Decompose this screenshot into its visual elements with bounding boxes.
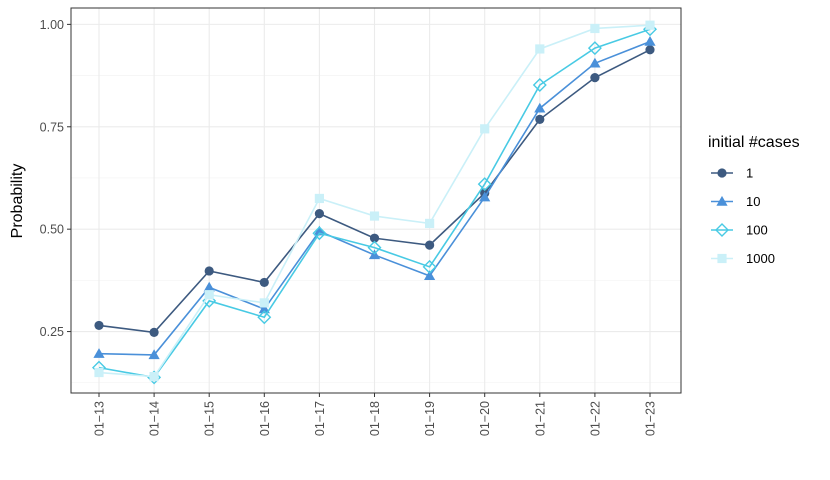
data-point-1 — [535, 114, 545, 125]
y-tick-label: 0.75 — [40, 120, 64, 134]
legend-item-10: 10 — [711, 194, 760, 209]
data-point-10 — [313, 225, 325, 236]
data-point-1000 — [204, 290, 214, 300]
data-point-1000 — [369, 211, 380, 221]
data-point-1 — [590, 73, 600, 83]
data-point-1000 — [535, 44, 545, 54]
data-point-1 — [425, 240, 435, 250]
data-point-10 — [534, 102, 546, 113]
series-layer — [92, 20, 657, 385]
data-point-100 — [477, 177, 492, 192]
data-point-10 — [424, 270, 436, 281]
x-tick-label: 01−20 — [478, 401, 492, 436]
legend-key-marker — [715, 223, 729, 237]
data-point-1000 — [314, 193, 324, 204]
data-point-10 — [644, 35, 656, 46]
series-100 — [92, 22, 657, 385]
data-point-10 — [479, 191, 491, 202]
data-point-10 — [93, 348, 105, 358]
data-point-100 — [532, 78, 547, 92]
legend-item-100: 100 — [711, 223, 768, 238]
series-1000 — [94, 20, 655, 382]
legend-label: 1000 — [746, 251, 775, 266]
plot-panel-border — [70, 7, 682, 394]
data-point-1 — [369, 233, 380, 243]
legend: initial #cases 1 10 100 1000 — [708, 134, 800, 266]
x-tick-label: 01−21 — [533, 401, 547, 436]
data-point-1000 — [425, 218, 435, 229]
data-point-10 — [148, 349, 160, 360]
data-point-1 — [259, 277, 269, 288]
x-tick-label: 01−13 — [93, 401, 107, 436]
data-point-10 — [258, 303, 270, 314]
legend-key-marker — [716, 195, 728, 206]
x-tick-label: 01−15 — [203, 401, 217, 436]
data-point-1000 — [259, 298, 269, 308]
data-point-100 — [312, 226, 327, 241]
y-tick-label: 0.25 — [40, 325, 64, 339]
x-tick-label: 01−16 — [258, 401, 272, 436]
x-tick-label: 01−17 — [313, 401, 327, 436]
x-tick-label: 01−23 — [644, 401, 658, 436]
data-point-1 — [204, 266, 214, 276]
axes: 0.25 0.50 0.75 1.00 01−13 01−14 01−15 01−16 01−1… — [40, 18, 658, 436]
legend-label: 10 — [746, 194, 760, 209]
y-tick-label: 1.00 — [40, 18, 64, 32]
data-point-10 — [203, 281, 215, 292]
legend-label: 1 — [746, 166, 753, 181]
legend-item-1: 1 — [711, 166, 753, 181]
data-point-100 — [587, 41, 602, 56]
data-point-1 — [645, 45, 655, 55]
data-point-1 — [94, 320, 104, 331]
y-tick-label: 0.50 — [40, 223, 64, 237]
data-point-100 — [257, 310, 272, 325]
series-10 — [93, 35, 656, 360]
data-point-10 — [589, 57, 601, 68]
data-point-1 — [149, 327, 159, 337]
x-tick-label: 01−18 — [368, 401, 382, 436]
legend-label: 100 — [746, 223, 768, 238]
data-point-1000 — [94, 367, 104, 378]
y-axis-title: Probability — [9, 164, 26, 239]
data-point-1000 — [480, 124, 490, 134]
data-point-1000 — [149, 372, 159, 382]
legend-title: initial #cases — [708, 134, 800, 151]
data-point-100 — [422, 259, 437, 274]
data-point-1000 — [645, 20, 655, 30]
data-point-100 — [367, 240, 382, 255]
legend-item-1000: 1000 — [711, 251, 775, 266]
series-1 — [94, 45, 655, 337]
data-point-1 — [314, 209, 324, 219]
data-point-1000 — [590, 23, 600, 34]
legend-key-marker — [717, 253, 727, 264]
x-tick-label: 01−19 — [423, 401, 437, 436]
x-tick-label: 01−22 — [588, 401, 602, 436]
series-line-100 — [98, 28, 651, 379]
x-tick-label: 01−14 — [148, 401, 162, 436]
legend-key-marker — [717, 168, 727, 178]
